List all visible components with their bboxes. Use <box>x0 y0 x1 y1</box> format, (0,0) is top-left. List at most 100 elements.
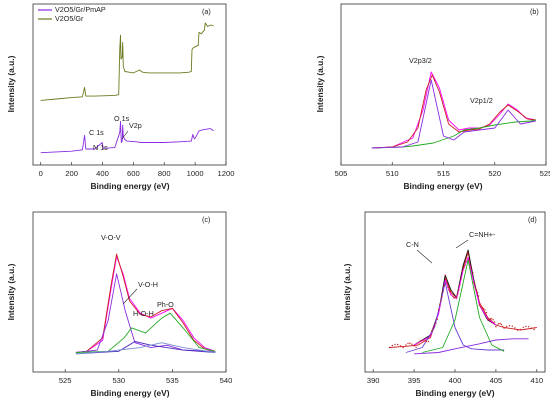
panel-a-series-2-line <box>40 22 214 101</box>
panel-d-raw-data-point <box>471 268 473 271</box>
panel-d-raw-data-point <box>435 322 437 324</box>
panel-d-raw-data-point <box>429 334 432 336</box>
panel-d-raw-data-point <box>415 346 417 348</box>
panel-d-raw-data-point <box>522 326 524 329</box>
panel-d-raw-data-point <box>485 311 488 314</box>
panel-c-o1s-spectrum: (c) 525 530 535 540 V-O-V V-O-H H-O-HPh-O Bin… <box>6 211 233 398</box>
panel-d-raw-data-point <box>468 259 470 261</box>
panel-d-raw-data-point <box>469 263 471 265</box>
panel-a-x-axis-label: Binding energy (eV) <box>90 181 169 191</box>
annotation-v2p3-2: V2p3/2 <box>409 56 432 65</box>
panel-c-x-tick-label: 540 <box>220 376 233 385</box>
panel-d-raw-data-point <box>397 343 399 346</box>
panel-d-raw-data-point <box>463 266 465 269</box>
annotation-v-o-v: V-O-V <box>101 233 121 242</box>
panel-d-raw-data-point <box>530 327 533 329</box>
panel-b-x-tick-label: 525 <box>540 169 550 178</box>
panel-d-raw-data-point <box>402 346 404 349</box>
panel-c-series-3-line <box>75 273 216 353</box>
panel-d-raw-data-point <box>441 296 443 298</box>
panel-d-raw-data-point <box>460 277 462 280</box>
panel-d-raw-data-point <box>411 343 413 345</box>
panel-b-plot-frame <box>340 3 547 166</box>
panel-d-raw-data-point <box>519 328 522 331</box>
annotation-c1s: C 1s <box>89 128 104 137</box>
panel-d-raw-data-point <box>514 327 516 329</box>
legend-entry-1: V2O5/Gr/PmAP <box>55 5 106 14</box>
panel-d-raw-data-point <box>476 290 478 292</box>
panel-d-raw-data-point <box>425 340 428 343</box>
panel-d-raw-data-point <box>503 327 505 329</box>
panel-a-x-tick-label: 800 <box>158 169 171 178</box>
panel-d-raw-data-point <box>508 325 511 327</box>
panel-d-raw-data-point <box>405 344 407 346</box>
legend-entry-2: V2O5/Gr <box>55 14 84 23</box>
annotation-v2p1-2: V2p1/2 <box>470 96 493 105</box>
panel-d-raw-data-point <box>533 328 535 331</box>
panel-d-raw-data-point <box>455 296 458 298</box>
panel-d-raw-data-point <box>467 253 469 256</box>
panel-d-raw-data-point <box>478 304 481 306</box>
panel-d-raw-data-point <box>465 256 468 259</box>
panel-b-x-tick-label: 510 <box>386 169 399 178</box>
panel-d-raw-data-point <box>443 284 445 287</box>
panel-d-raw-data-point <box>482 307 485 310</box>
panel-d-y-axis-label: Intensity (a.u.) <box>342 263 352 320</box>
panel-d-raw-data-point <box>525 325 527 328</box>
panel-b-x-tick-label: 505 <box>335 169 348 178</box>
panel-d-raw-data-point <box>450 290 452 292</box>
panel-a-label: (a) <box>202 7 211 16</box>
panel-d-raw-data-point <box>459 284 461 286</box>
panel-d-raw-data-point <box>419 340 421 342</box>
panel-c-series-5-line <box>75 341 216 355</box>
panel-d-x-axis-label: Binding energy (eV) <box>415 388 494 398</box>
panel-d-series-6-line <box>414 338 529 355</box>
panel-d-raw-data-point <box>432 327 434 329</box>
panel-d-raw-data-point <box>437 309 440 311</box>
panel-b-y-axis-label: Intensity (a.u.) <box>315 55 325 112</box>
panel-d-raw-data-point <box>492 319 494 321</box>
panel-d-raw-data-point <box>475 288 477 290</box>
panel-c-x-tick-label: 535 <box>166 376 179 385</box>
panel-d-raw-data-point <box>489 318 492 320</box>
panel-d-raw-data-point <box>436 318 438 321</box>
panel-d-raw-data-point <box>480 306 482 308</box>
panel-d-raw-data-point <box>499 322 501 325</box>
annotation-c-n-leader <box>416 249 433 264</box>
panel-d-raw-data-point <box>413 345 415 347</box>
panel-d-raw-data-point <box>461 270 463 273</box>
panel-c-x-axis-label: Binding energy (eV) <box>90 388 169 398</box>
panel-d-raw-data-point <box>440 300 442 302</box>
panel-d-raw-data-point <box>452 295 454 297</box>
panel-d-raw-data-point <box>464 261 467 263</box>
panel-b-series-3-line <box>371 119 536 149</box>
panel-d-raw-data-point <box>417 342 419 344</box>
panel-d-raw-data-point <box>427 340 430 343</box>
annotation-h-o-h: H-O-H <box>133 309 154 318</box>
annotation-c-n: C-N <box>406 240 419 249</box>
panel-d-raw-data-point <box>491 318 493 320</box>
annotation-v2p-arrow <box>121 130 129 140</box>
panel-b-series-1-line <box>371 71 536 149</box>
panel-d-raw-data-point <box>442 291 444 293</box>
panel-a-series-1-line <box>40 121 214 154</box>
panel-a-x-tick-label: 1200 <box>218 169 235 178</box>
panel-a-y-axis-label: Intensity (a.u.) <box>6 55 16 112</box>
panel-d-raw-data-point <box>502 325 504 328</box>
panel-d-raw-data-point <box>481 307 483 309</box>
panel-d-raw-data-point <box>399 345 402 347</box>
panel-b-label: (b) <box>530 7 539 16</box>
panel-c-y-axis-label: Intensity (a.u.) <box>6 263 16 320</box>
panel-d-x-tick-label: 400 <box>449 376 462 385</box>
panel-d-x-tick-label: 390 <box>367 376 380 385</box>
panel-c-series-2-line <box>75 253 216 353</box>
panel-a-plot-frame <box>32 3 227 166</box>
panel-d-raw-data-point <box>500 323 503 326</box>
panel-d-raw-data-point <box>488 319 490 321</box>
annotation-v-o-h-leader <box>122 288 138 305</box>
panel-d-raw-data-point <box>407 342 409 345</box>
panel-b-series-4-line <box>371 79 536 149</box>
panel-d-raw-data-point <box>391 344 393 347</box>
panel-d-raw-data-point <box>454 297 456 299</box>
panel-d-raw-data-point <box>462 267 464 270</box>
